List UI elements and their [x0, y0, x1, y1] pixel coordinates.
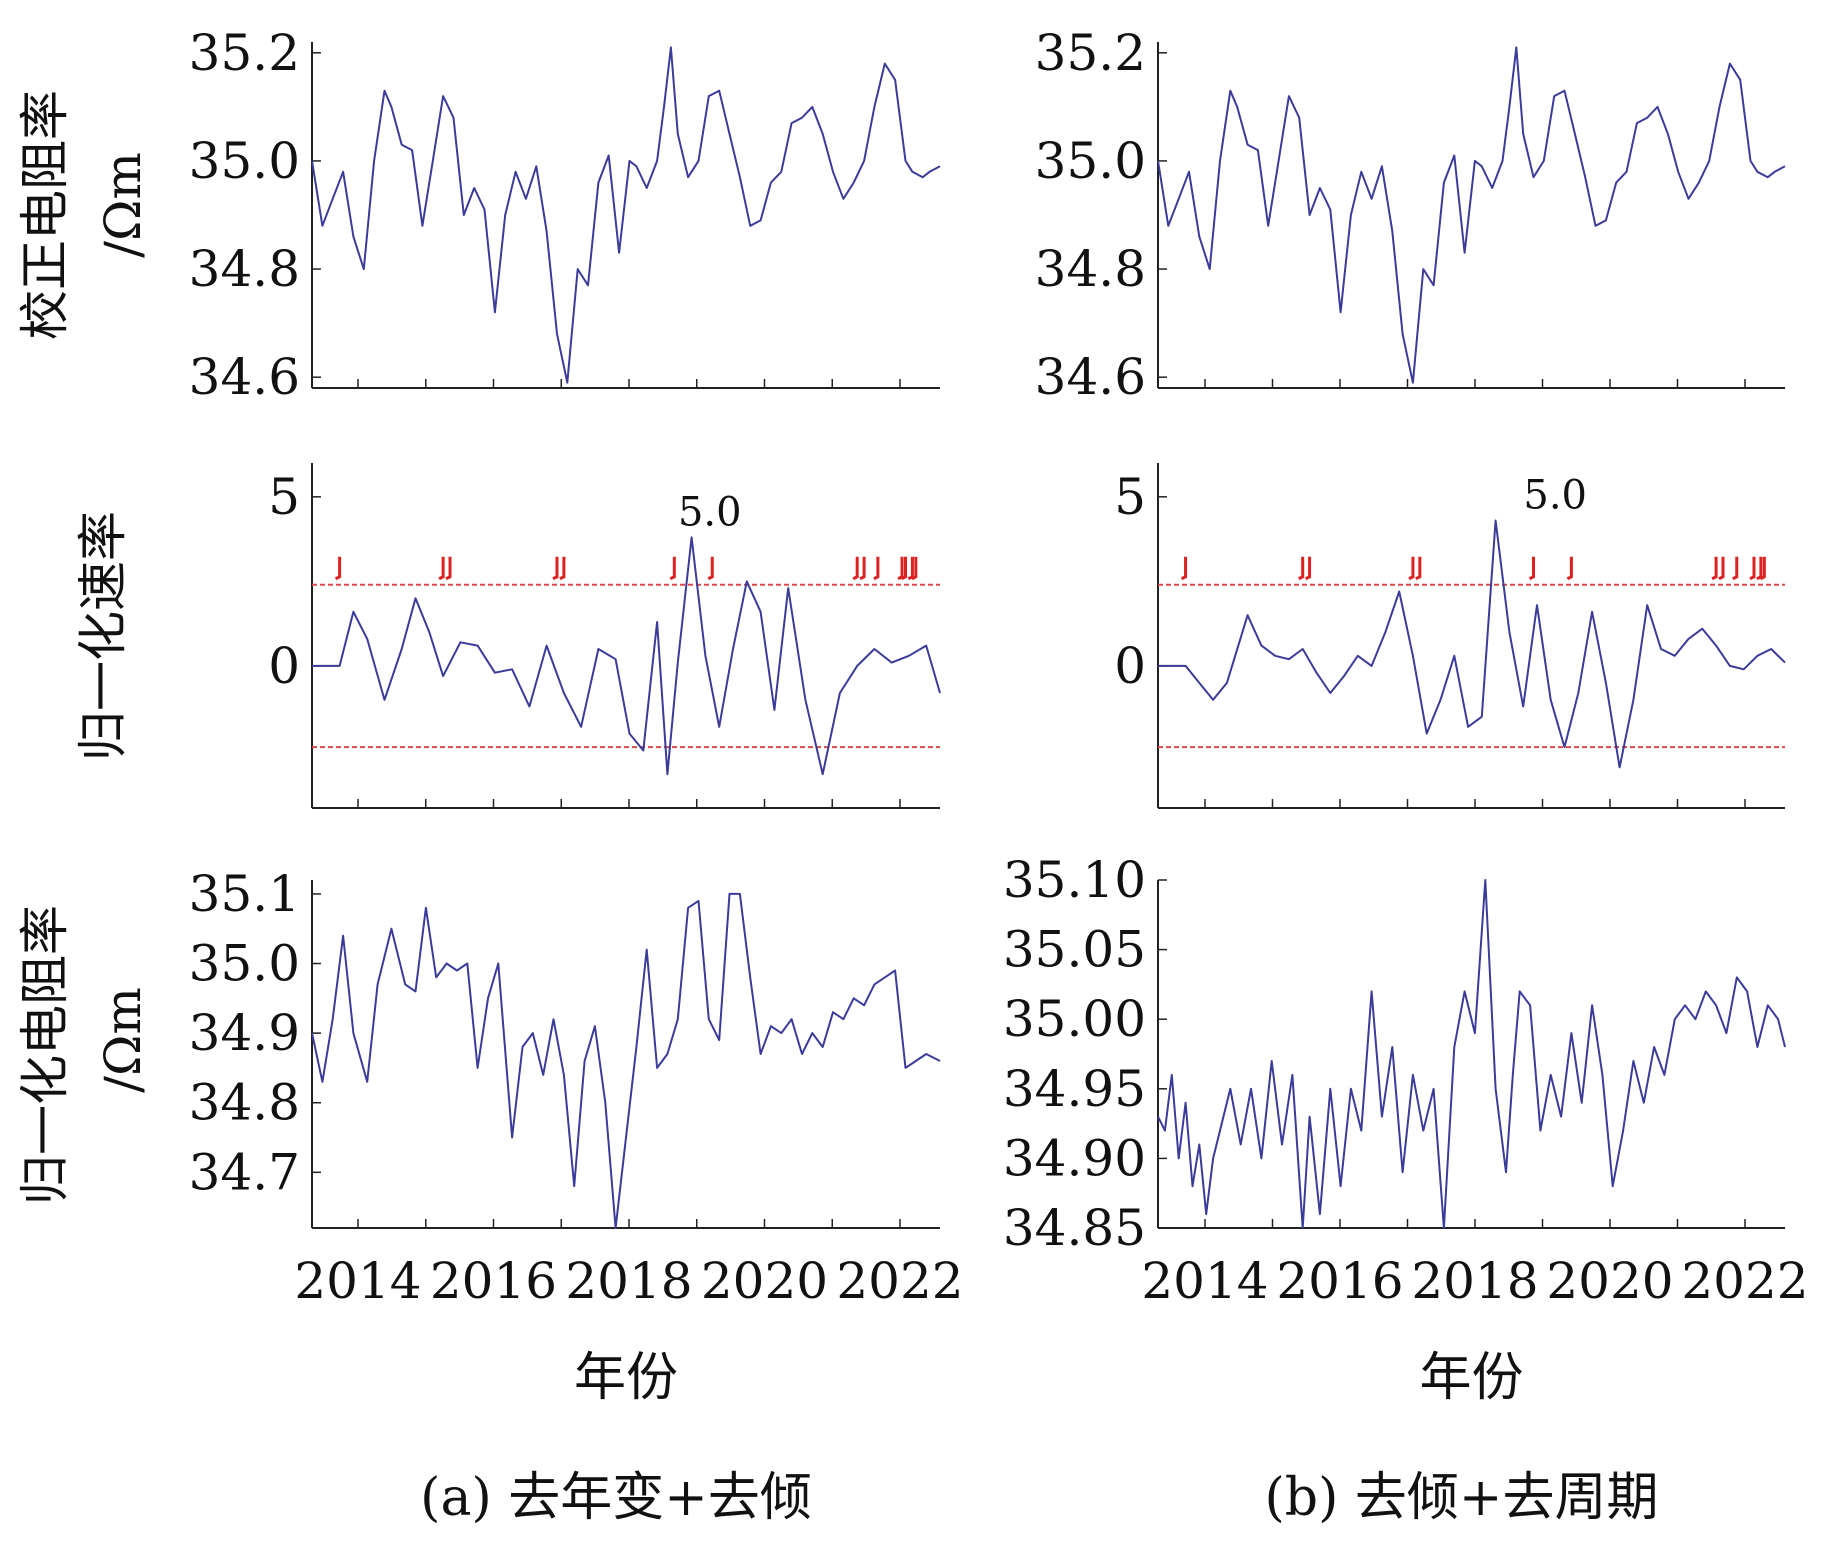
y-tick-label: 5: [1114, 468, 1146, 526]
y-axis-label: 校正电阻率: [16, 90, 74, 340]
subplot-b-mid: 05 5.0: [1114, 463, 1786, 809]
x-tick-label: 2022: [1681, 1252, 1808, 1310]
y-tick-label: 5: [268, 468, 300, 526]
y-tick-label: 35.0: [1035, 132, 1146, 190]
panel-caption: (a) 去年变+去倾: [420, 1468, 812, 1528]
alarm-mark: [552, 556, 559, 581]
alarm-mark: [1566, 556, 1573, 581]
series-line: [312, 536, 941, 776]
alarm-mark: [669, 556, 676, 581]
alarm-mark: [907, 556, 914, 581]
y-tick-label: 34.6: [189, 348, 300, 406]
x-tick-label: 2018: [565, 1252, 692, 1310]
alarm-mark: [1718, 556, 1725, 581]
alarm-mark: [911, 556, 918, 581]
y-tick-label: 34.7: [189, 1143, 300, 1201]
alarm-mark: [707, 556, 714, 581]
alarm-mark: [1711, 556, 1718, 581]
alarm-mark: [334, 556, 342, 581]
y-tick-label: 34.95: [1003, 1060, 1146, 1118]
alarm-mark: [1298, 556, 1305, 581]
y-tick-label: 35.2: [1035, 24, 1146, 82]
alarm-mark: [1408, 556, 1415, 581]
alarm-mark: [559, 556, 566, 581]
y-tick-label: 34.90: [1003, 1129, 1146, 1187]
y-tick-label: 35.2: [189, 24, 300, 82]
y-tick-label: 34.8: [189, 1074, 300, 1132]
x-tick-label: 2014: [1141, 1252, 1268, 1310]
y-tick-label: 35.05: [1003, 921, 1146, 979]
y-tick-label: 35.1: [189, 865, 300, 923]
y-axis-label: /Ωm: [94, 987, 152, 1093]
series-line: [1158, 519, 1786, 769]
series-line: [1157, 879, 1786, 1229]
alarm-mark: [1749, 556, 1756, 581]
y-tick-label: 35.00: [1003, 990, 1146, 1048]
panel-caption: (b) 去倾+去周期: [1265, 1468, 1659, 1528]
series-line: [311, 46, 941, 384]
x-tick-label: 2022: [836, 1252, 963, 1310]
y-axis-label: /Ωm: [94, 152, 152, 258]
alarm-mark: [438, 556, 445, 581]
x-axis-title: 年份: [1419, 1348, 1523, 1408]
x-tick-label: 2020: [701, 1252, 828, 1310]
y-axis-label: 归一化电阻率: [16, 905, 74, 1205]
y-tick-label: 35.0: [189, 935, 300, 993]
alarm-mark: [852, 556, 859, 581]
y-tick-label: 0: [1114, 637, 1146, 695]
y-tick-label: 34.8: [189, 240, 300, 298]
alarm-mark: [897, 556, 904, 581]
alarm-mark: [1415, 556, 1422, 581]
peak-annotation: 5.0: [1523, 473, 1587, 519]
y-tick-label: 34.9: [189, 1004, 300, 1062]
alarm-mark: [445, 556, 452, 581]
x-axis-title: 年份: [574, 1348, 678, 1408]
y-tick-label: 34.6: [1035, 348, 1146, 406]
alarm-mark: [900, 556, 907, 581]
alarm-mark: [1756, 556, 1763, 581]
alarm-mark: [1304, 556, 1312, 581]
y-tick-label: 34.85: [1003, 1199, 1146, 1257]
alarm-mark: [1732, 556, 1739, 581]
y-axis-label: 归一化速率: [74, 511, 132, 761]
x-tick-label: 2016: [1276, 1252, 1403, 1310]
series-line: [311, 892, 941, 1229]
alarm-mark: [859, 556, 866, 581]
alarm-mark: [1528, 556, 1536, 581]
y-tick-label: 34.8: [1035, 240, 1146, 298]
alarm-mark: [1759, 556, 1766, 581]
series-line: [1157, 46, 1786, 384]
x-tick-label: 2016: [430, 1252, 557, 1310]
alarm-mark: [1180, 556, 1188, 581]
y-tick-label: 0: [268, 637, 300, 695]
peak-annotation: 5.0: [678, 489, 742, 535]
alarm-mark: [873, 556, 880, 581]
y-tick-label: 35.0: [189, 132, 300, 190]
subplot-a-top: 34.6 34.8 35.0 35.2 校正电阻率/Ωm: [16, 24, 941, 406]
y-tick-label: 35.10: [1003, 851, 1146, 909]
subplot-b-top: 34.6 34.8 35.0 35.2: [1035, 24, 1786, 406]
x-tick-label: 2020: [1546, 1252, 1673, 1310]
subplot-a-mid: 0 5 5.0 归一化速率: [74, 463, 941, 809]
subplot-a-bot: 34.7 34.8 34.9 35.0 35.1 2014 2016 2018 2020 2022…: [16, 865, 964, 1528]
x-tick-label: 2014: [294, 1252, 421, 1310]
x-tick-label: 2018: [1411, 1252, 1538, 1310]
